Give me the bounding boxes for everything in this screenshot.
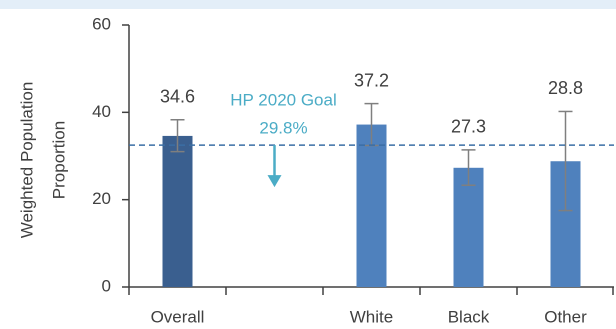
x-tick-label: Overall — [151, 307, 205, 326]
bar — [356, 124, 387, 287]
goal-arrow-head — [267, 175, 282, 188]
value-label: 37.2 — [354, 70, 389, 90]
value-label: 27.3 — [451, 117, 486, 137]
x-tick-label: White — [350, 307, 393, 326]
y-tick-label: 40 — [92, 102, 111, 121]
value-label: 34.6 — [160, 87, 195, 107]
x-tick-label: Black — [448, 307, 490, 326]
top-band — [0, 0, 616, 9]
goal-label: HP 2020 Goal — [230, 91, 336, 110]
bar — [453, 167, 484, 287]
y-tick-label: 60 — [92, 14, 111, 33]
value-label: 28.8 — [548, 78, 583, 98]
y-tick-label: 20 — [92, 189, 111, 208]
y-axis-label: Weighted Population — [17, 82, 36, 239]
x-tick-label: Other — [544, 307, 587, 326]
y-tick-label: 0 — [102, 276, 111, 295]
y-axis-label: Proportion — [49, 121, 68, 199]
goal-target-label: 29.8% — [259, 119, 307, 138]
bar — [162, 135, 193, 287]
